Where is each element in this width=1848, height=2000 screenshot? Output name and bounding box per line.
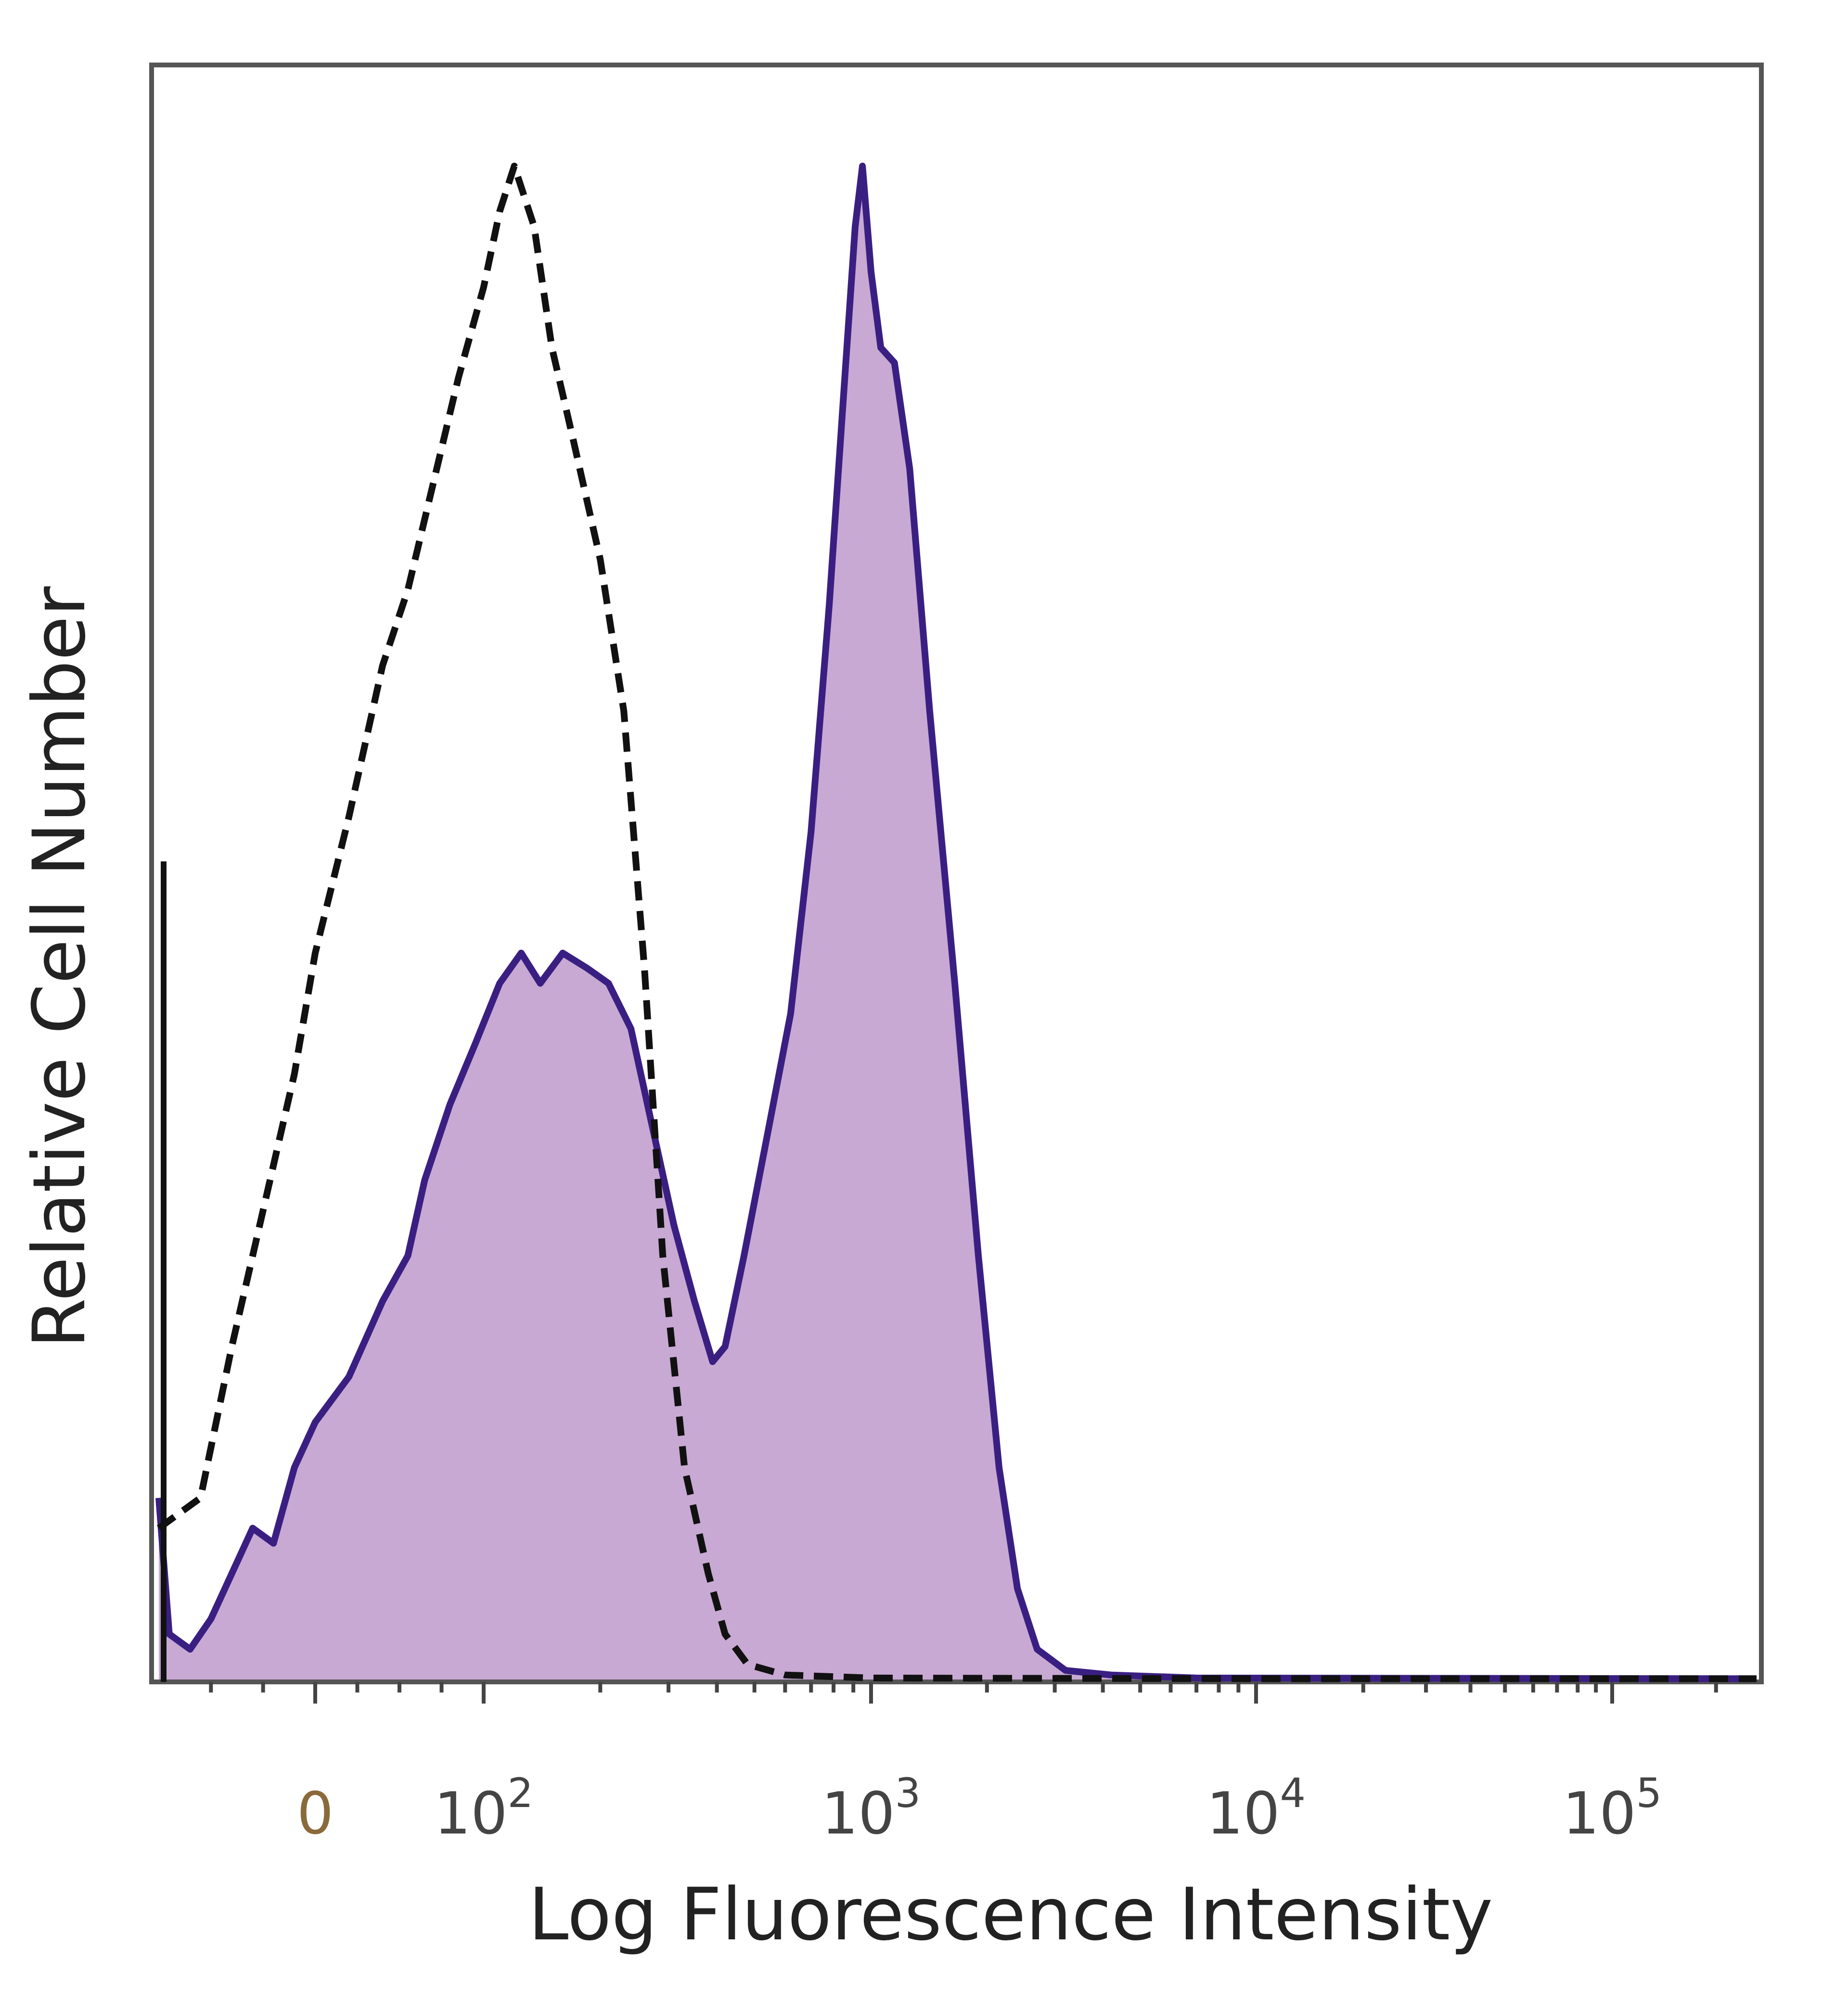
control-histogram-line bbox=[156, 163, 1757, 1682]
x-axis-title: Log Fluorescence Intensity bbox=[528, 1873, 1493, 1957]
x-tick-label: 0 bbox=[297, 1781, 334, 1847]
x-tick-label: 102 bbox=[434, 1769, 533, 1847]
x-axis-ticks: 0 102 103 104 105 bbox=[209, 1682, 1718, 1847]
x-tick-label: 103 bbox=[821, 1769, 921, 1847]
x-tick-label: 105 bbox=[1563, 1769, 1662, 1847]
series-layer bbox=[155, 163, 1757, 1682]
x-tick-label: 104 bbox=[1206, 1769, 1306, 1847]
y-axis-title: Relative Cell Number bbox=[18, 586, 102, 1348]
stained-histogram-line bbox=[155, 163, 1757, 1682]
stained-histogram-fill bbox=[159, 166, 1757, 1679]
